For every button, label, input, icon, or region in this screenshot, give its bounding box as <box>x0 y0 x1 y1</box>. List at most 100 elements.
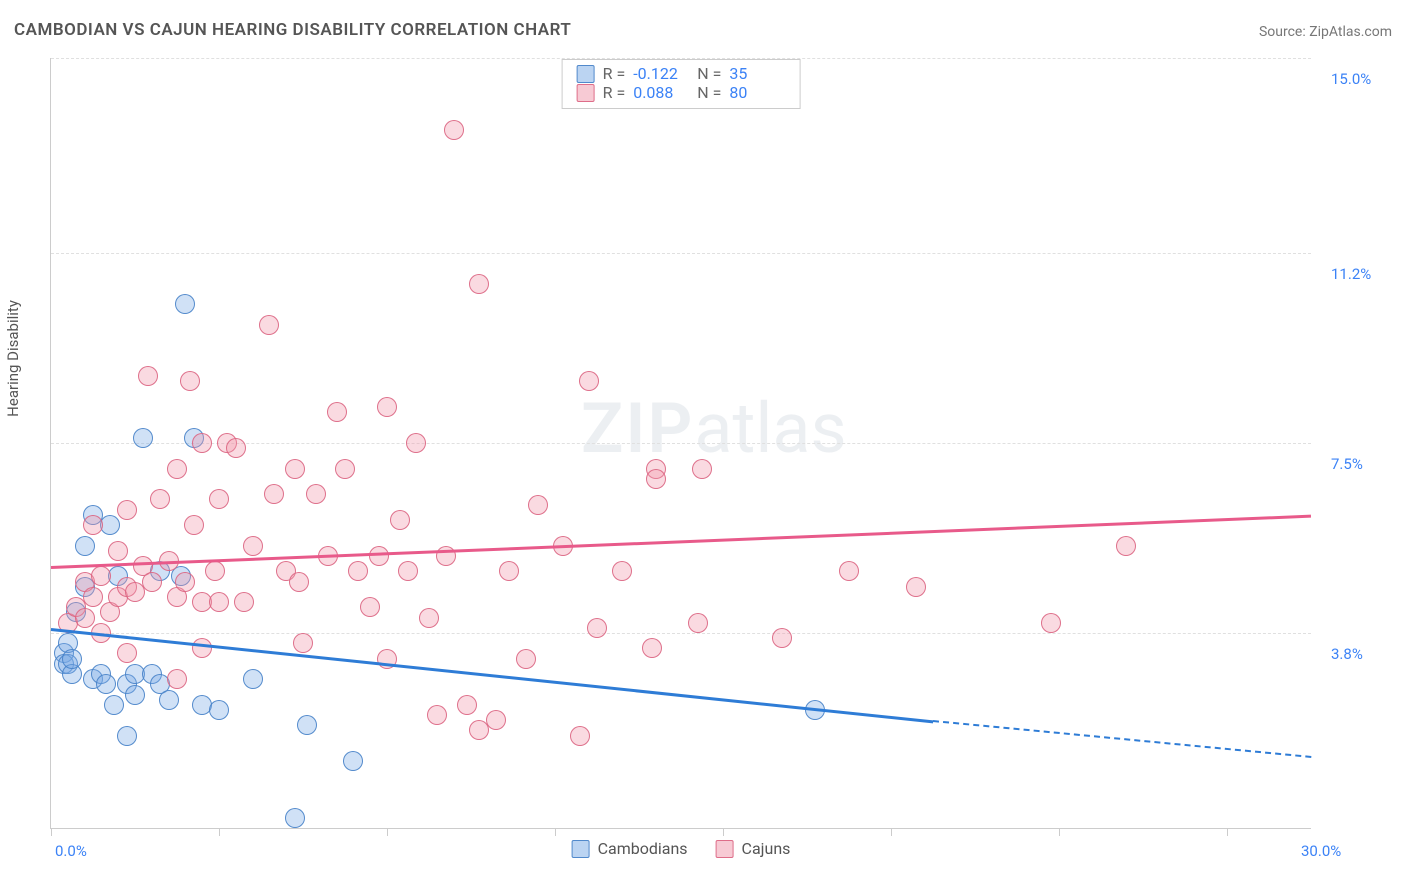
x-tick <box>891 828 892 836</box>
data-point <box>108 541 128 561</box>
legend-item-1: Cajuns <box>716 839 791 858</box>
x-tick <box>219 828 220 836</box>
data-point <box>167 669 187 689</box>
swatch-cajuns-icon <box>577 84 595 102</box>
data-point <box>406 433 426 453</box>
x-tick <box>51 828 52 836</box>
x-tick <box>1059 828 1060 836</box>
data-point <box>184 515 204 535</box>
data-point <box>642 638 662 658</box>
legend-label-1: Cajuns <box>742 839 791 858</box>
x-tick-label: 30.0% <box>1301 842 1341 860</box>
watermark: ZIPatlas <box>581 388 847 470</box>
swatch-cajuns-icon <box>716 840 734 858</box>
data-point <box>209 700 229 720</box>
stat-r-1: 0.088 <box>633 83 689 102</box>
data-point <box>1116 536 1136 556</box>
source-link[interactable]: ZipAtlas.com <box>1309 24 1392 40</box>
data-point <box>205 561 225 581</box>
data-point <box>1041 613 1061 633</box>
data-point <box>289 572 309 592</box>
data-point <box>444 120 464 140</box>
data-point <box>377 397 397 417</box>
data-point <box>327 402 347 422</box>
data-point <box>192 433 212 453</box>
grid-line <box>51 58 1311 59</box>
data-point <box>612 561 632 581</box>
x-tick <box>723 828 724 836</box>
data-point <box>117 500 137 520</box>
data-point <box>91 566 111 586</box>
data-point <box>117 643 137 663</box>
data-point <box>226 438 246 458</box>
stat-r-0: -0.122 <box>633 64 689 83</box>
stat-n-label: N = <box>697 64 721 83</box>
data-point <box>398 561 418 581</box>
y-axis-title: Hearing Disability <box>4 300 22 417</box>
data-point <box>175 572 195 592</box>
data-point <box>159 690 179 710</box>
data-point <box>104 695 124 715</box>
data-point <box>133 428 153 448</box>
x-tick <box>387 828 388 836</box>
data-point <box>83 515 103 535</box>
data-point <box>117 726 137 746</box>
data-point <box>293 633 313 653</box>
data-point <box>427 705 447 725</box>
data-point <box>125 685 145 705</box>
data-point <box>75 608 95 628</box>
data-point <box>587 618 607 638</box>
legend-label-0: Cambodians <box>598 839 688 858</box>
data-point <box>688 613 708 633</box>
data-point <box>96 674 116 694</box>
data-point <box>772 628 792 648</box>
legend-item-0: Cambodians <box>572 839 688 858</box>
data-point <box>360 597 380 617</box>
stat-r-label: R = <box>603 64 626 83</box>
series-legend: Cambodians Cajuns <box>572 839 791 858</box>
data-point <box>343 751 363 771</box>
swatch-cambodians-icon <box>577 65 595 83</box>
data-point <box>259 315 279 335</box>
swatch-cambodians-icon <box>572 840 590 858</box>
data-point <box>234 592 254 612</box>
data-point <box>499 561 519 581</box>
data-point <box>348 561 368 581</box>
data-point <box>335 459 355 479</box>
data-point <box>906 577 926 597</box>
data-point <box>285 808 305 828</box>
source-label: Source: <box>1259 24 1306 40</box>
trend-line-extension <box>933 720 1311 758</box>
stats-row-1: R = 0.088 N = 80 <box>577 83 786 102</box>
data-point <box>297 715 317 735</box>
data-point <box>192 638 212 658</box>
data-point <box>419 608 439 628</box>
stat-n-label: N = <box>697 83 721 102</box>
data-point <box>579 371 599 391</box>
data-point <box>75 536 95 556</box>
watermark-bold: ZIP <box>581 388 694 470</box>
data-point <box>243 669 263 689</box>
data-point <box>390 510 410 530</box>
y-tick-label: 7.5% <box>1331 455 1363 473</box>
y-tick-label: 3.8% <box>1331 645 1363 663</box>
y-tick-label: 15.0% <box>1331 70 1371 88</box>
data-point <box>285 459 305 479</box>
data-point <box>180 371 200 391</box>
data-point <box>457 695 477 715</box>
data-point <box>138 366 158 386</box>
stat-r-label: R = <box>603 83 626 102</box>
data-point <box>646 469 666 489</box>
data-point <box>167 459 187 479</box>
watermark-rest: atlas <box>694 388 846 470</box>
data-point <box>243 536 263 556</box>
chart-title: CAMBODIAN VS CAJUN HEARING DISABILITY CO… <box>14 20 571 40</box>
data-point <box>369 546 389 566</box>
data-point <box>570 726 590 746</box>
data-point <box>839 561 859 581</box>
grid-line <box>51 633 1311 634</box>
data-point <box>209 489 229 509</box>
y-tick-label: 11.2% <box>1331 265 1371 283</box>
x-tick <box>555 828 556 836</box>
data-point <box>264 484 284 504</box>
